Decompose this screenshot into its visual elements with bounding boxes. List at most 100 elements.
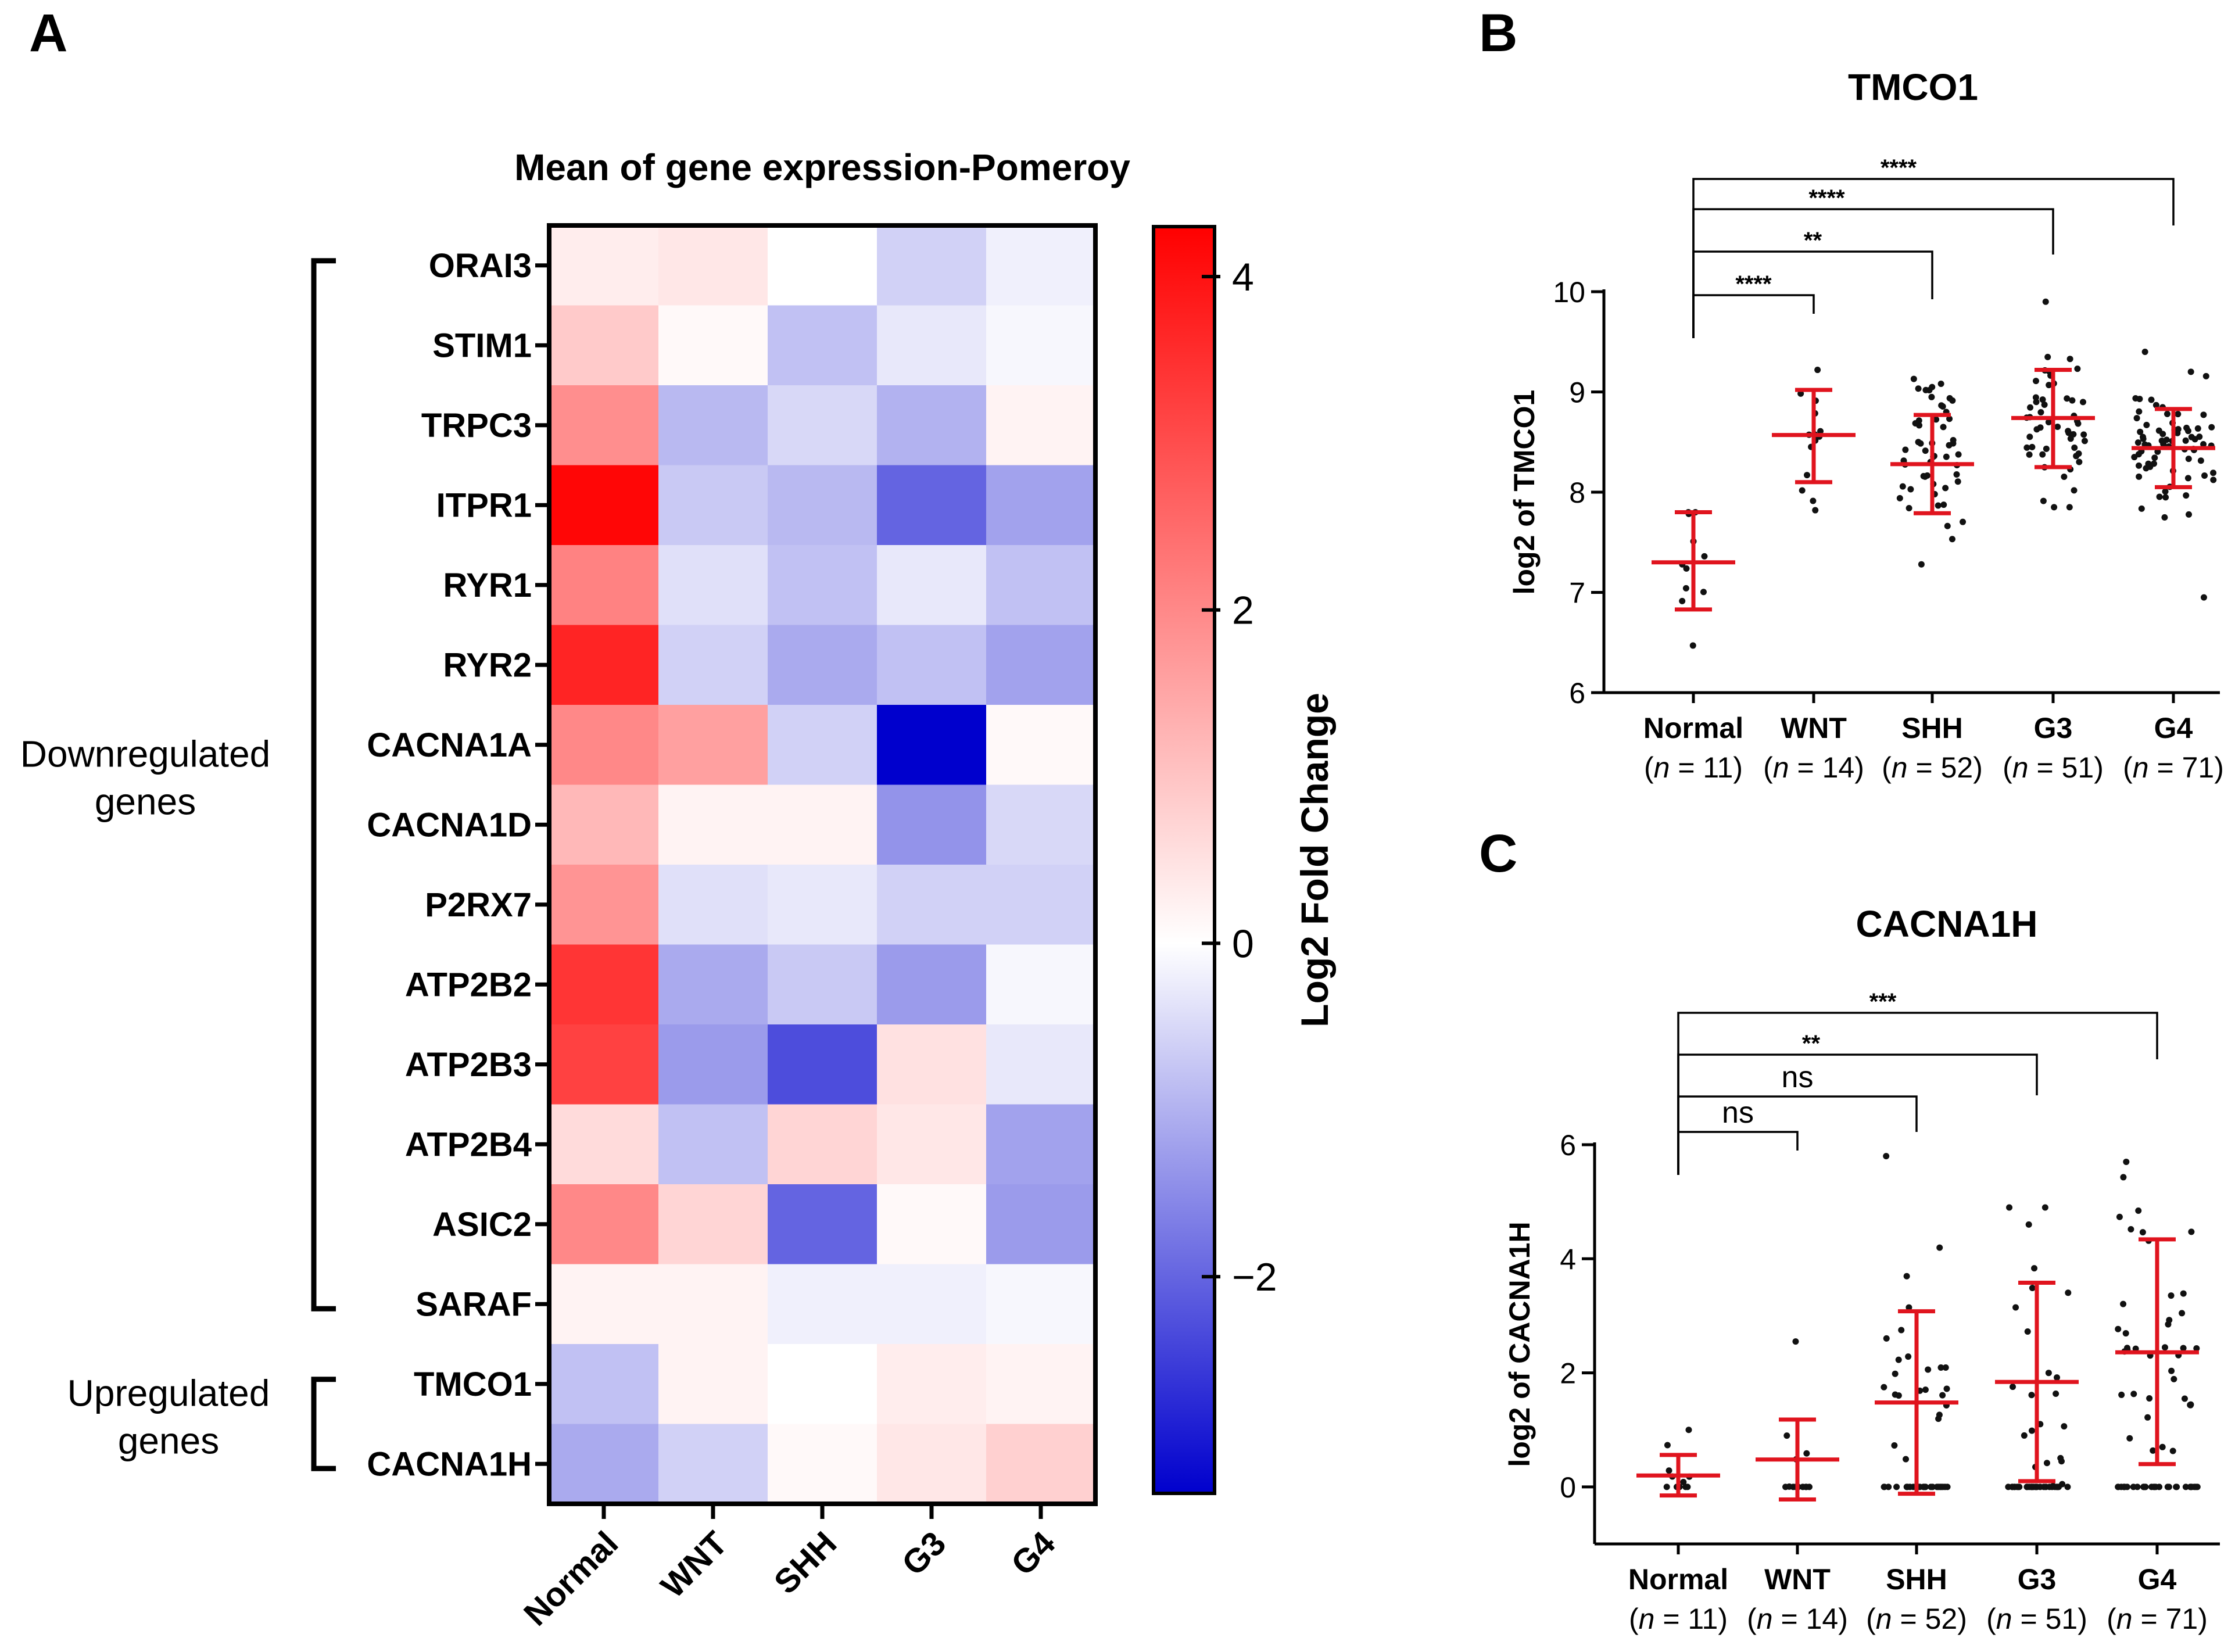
tmco1-category-label-shh: SHH (1901, 712, 1963, 744)
cacna1h-point (1806, 1483, 1813, 1490)
tmco1-point (2137, 428, 2144, 435)
cacna1h-n-label-normal: (n = 11) (1629, 1603, 1728, 1635)
heatmap-cell-atp2b3-normal (549, 1024, 659, 1105)
tmco1-point (2032, 394, 2039, 401)
tmco1-point (1918, 561, 1925, 568)
group-label-1-line-1: genes (118, 1420, 219, 1462)
heatmap-cell-cacna1d-g3 (877, 784, 987, 865)
heatmap-cell-p2rx7-normal (549, 865, 659, 945)
tmco1-point (2141, 349, 2148, 355)
heatmap-cell-cacna1d-normal (549, 784, 659, 865)
tmco1-n-label-g3: (n = 51) (2003, 751, 2104, 784)
tmco1-point (2187, 368, 2194, 375)
heatmap-cell-cacna1d-shh (768, 784, 877, 865)
tmco1-point (2159, 431, 2166, 438)
heatmap-cell-asic2-g4 (986, 1184, 1096, 1265)
tmco1-point (2152, 402, 2159, 408)
cacna1h-point (2029, 1284, 2036, 1291)
tmco1-point (2184, 428, 2191, 435)
cacna1h-point (1881, 1384, 1887, 1391)
tmco1-point (2151, 454, 2158, 461)
cacna1h-point (1663, 1483, 1670, 1490)
cacna1h-point (2179, 1310, 2186, 1317)
heatmap-cell-atp2b2-shh (768, 944, 877, 1025)
heatmap-cell-asic2-g3 (877, 1184, 987, 1265)
cacna1h-point (1935, 1483, 1942, 1490)
group-label-0-line-0: Downregulated (20, 733, 271, 775)
tmco1-point (2134, 439, 2141, 446)
tmco1-point (2162, 494, 2169, 501)
cacna1h-point (1803, 1450, 1810, 1457)
tmco1-sig-label-0: **** (1735, 271, 1772, 297)
cacna1h-point (2191, 1483, 2198, 1490)
cacna1h-point (1891, 1442, 1898, 1449)
cacna1h-point (2187, 1402, 2194, 1409)
row-label-trpc3: TRPC3 (421, 407, 532, 445)
cacna1h-n-label-g3: (n = 51) (1986, 1603, 2087, 1635)
cacna1h-points-g4 (2115, 1158, 2201, 1490)
heatmap-cell-atp2b2-g4 (986, 944, 1096, 1025)
heatmap-cell-p2rx7-shh (768, 865, 877, 945)
cacna1h-point (2173, 1483, 2180, 1490)
tmco1-point (1946, 415, 1953, 422)
tmco1-point (1944, 522, 1951, 529)
cacna1h-point (2127, 1226, 2134, 1233)
cacna1h-point (2169, 1447, 2176, 1454)
row-label-saraf: SARAF (416, 1285, 532, 1323)
heatmap-cell-p2rx7-g3 (877, 865, 987, 945)
tmco1-point (1896, 494, 1903, 501)
cacna1h-point (1906, 1304, 1912, 1311)
cacna1h-point (2064, 1483, 2071, 1490)
tmco1-point (2074, 365, 2081, 372)
row-label-atp2b3: ATP2B3 (405, 1046, 532, 1084)
cacna1h-point (2024, 1328, 2031, 1335)
heatmap-cell-ryr2-wnt (658, 625, 768, 705)
heatmap-cell-ryr1-g3 (877, 545, 987, 626)
tmco1-point (2132, 395, 2139, 402)
cacna1h-point (2120, 1300, 2127, 1307)
heatmap-cell-orai3-g4 (986, 225, 1096, 306)
tmco1-point (2081, 438, 2088, 445)
heatmap-cell-itpr1-wnt (658, 465, 768, 546)
tmco1-point (1949, 536, 1955, 543)
cacna1h-point (2115, 1325, 2122, 1332)
tmco1-point (1940, 501, 1947, 508)
cacna1h-point (2012, 1304, 2019, 1311)
heatmap-cell-cacna1h-wnt (658, 1424, 768, 1504)
tmco1-point (2202, 372, 2209, 379)
tmco1-point (1700, 589, 1707, 596)
row-label-atp2b4: ATP2B4 (405, 1126, 532, 1163)
tmco1-point (2029, 443, 2036, 450)
row-label-cacna1a: CACNA1A (367, 726, 532, 764)
tmco1-point (2208, 424, 2215, 431)
tmco1-point (2210, 470, 2217, 476)
cacna1h-point (2144, 1414, 2151, 1421)
tmco1-point (1810, 497, 1817, 504)
cacna1h-point (1942, 1364, 1949, 1371)
tmco1-y-tick-label-8: 8 (1569, 476, 1585, 509)
heatmap-cell-atp2b4-normal (549, 1104, 659, 1185)
tmco1-y-tick-label-7: 7 (1569, 577, 1585, 610)
cacna1h-point (2180, 1345, 2187, 1352)
tmco1-point (1817, 428, 1824, 435)
cacna1h-point (1790, 1483, 1797, 1490)
tmco1-point (2027, 404, 2034, 411)
tmco1-point (2200, 411, 2207, 418)
heatmap-cell-tmco1-shh (768, 1344, 877, 1425)
cacna1h-point (2193, 1345, 2200, 1352)
heatmap-cell-atp2b3-shh (768, 1024, 877, 1105)
tmco1-point (1922, 473, 1929, 480)
tmco1-point (2162, 488, 2169, 495)
tmco1-point (1942, 485, 1949, 492)
heatmap-cell-atp2b2-g3 (877, 944, 987, 1025)
cacna1h-point (2031, 1265, 2038, 1272)
tmco1-point (2032, 378, 2039, 385)
heatmap-cell-trpc3-shh (768, 385, 877, 466)
tmco1-point (1949, 397, 1956, 404)
heatmap-cell-orai3-wnt (658, 225, 768, 306)
tmco1-point (2185, 456, 2192, 463)
cacna1h-point (2006, 1204, 2013, 1211)
heatmap-cell-cacna1h-normal (549, 1424, 659, 1504)
tmco1-point (1954, 478, 1961, 485)
